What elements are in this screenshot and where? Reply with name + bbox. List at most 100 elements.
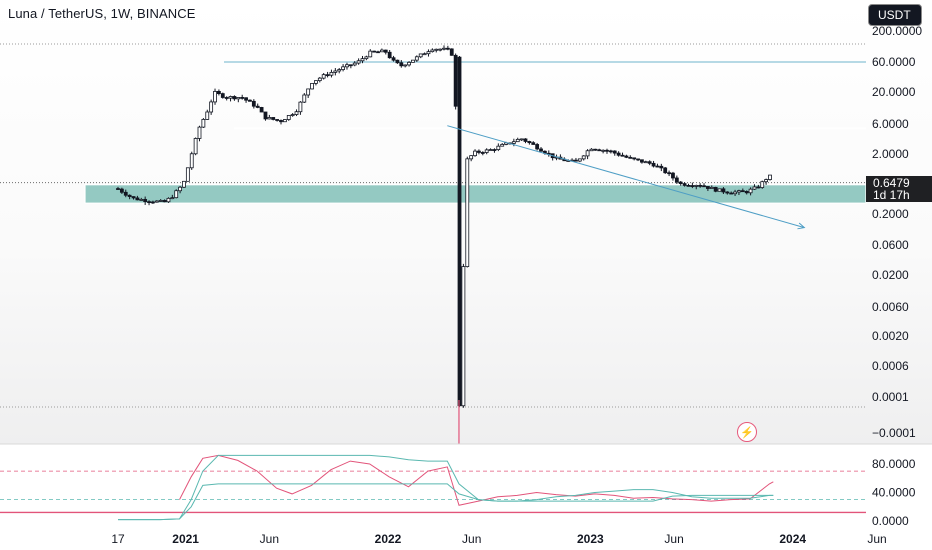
candle-up	[302, 94, 307, 103]
candle-down	[457, 56, 462, 407]
candle-down	[240, 97, 245, 99]
candle-down	[477, 150, 481, 153]
candle-down	[248, 99, 252, 102]
candle-up	[329, 71, 334, 76]
candle-down	[453, 54, 458, 107]
candle-up	[500, 144, 505, 147]
candle-down	[729, 192, 734, 195]
rsi-background	[0, 444, 932, 527]
candle-down	[574, 159, 578, 162]
candle-down	[325, 74, 330, 77]
candle-down	[597, 149, 602, 152]
candle-up	[426, 51, 431, 55]
price-tick-label: 0.0200	[872, 268, 909, 282]
candle-down	[259, 107, 264, 113]
candle-up	[298, 101, 303, 113]
time-tick-label: 2021	[172, 532, 199, 546]
candle-down	[756, 186, 761, 189]
candle-down	[383, 49, 388, 53]
candle-down	[667, 172, 671, 175]
alert-flash-icon[interactable]: ⚡	[737, 422, 757, 442]
candle-down	[271, 117, 276, 120]
price-tick-label: 2.0000	[872, 147, 909, 161]
rsi-series-line	[179, 454, 774, 506]
candle-up	[282, 119, 287, 123]
candle-down	[391, 57, 396, 61]
price-tick-label: 20.0000	[872, 85, 916, 99]
rsi-panel: 80.0000 40.0000 0.0000	[0, 443, 932, 528]
candle-up	[601, 149, 606, 152]
candle-down	[162, 200, 167, 203]
candle-up	[356, 60, 361, 64]
candle-up	[170, 197, 175, 200]
candle-up	[317, 77, 322, 82]
candle-up	[166, 197, 171, 203]
candle-up	[442, 47, 446, 50]
candle-down	[251, 100, 256, 107]
candle-up	[368, 50, 373, 58]
candle-down	[605, 149, 609, 152]
time-axis[interactable]: 17 2021 Jun 2022 Jun 2023 Jun 2024 Jun	[0, 527, 932, 550]
candle-up	[267, 117, 272, 120]
candle-down	[523, 138, 528, 142]
candle-up	[314, 80, 318, 84]
candle-down	[527, 141, 532, 144]
candle-up	[511, 141, 516, 144]
candle-up	[643, 161, 648, 164]
candle-up	[341, 66, 345, 70]
price-tick-label: 0.0600	[872, 238, 909, 252]
candle-down	[636, 158, 640, 161]
candle-down	[663, 167, 668, 174]
candle-down	[255, 105, 260, 108]
price-tick-label: −0.0001	[872, 426, 916, 440]
candle-up	[213, 91, 217, 103]
candle-down	[713, 186, 718, 192]
candle-up	[469, 155, 474, 160]
candle-down	[702, 185, 706, 188]
candle-down	[480, 152, 485, 154]
time-tick-label: Jun	[664, 532, 683, 546]
time-tick-label: Jun	[867, 532, 886, 546]
candle-down	[539, 148, 543, 152]
candle-up	[294, 111, 299, 115]
candle-down	[445, 47, 450, 50]
candle-up	[321, 74, 326, 79]
candle-up	[764, 179, 769, 183]
price-axis[interactable]: 200.0000 60.0000 20.0000 6.0000 2.0000 0.2000…	[872, 24, 922, 440]
rsi-tick-label: 80.0000	[872, 457, 916, 471]
candle-up	[411, 59, 415, 63]
time-tick-label: Jun	[260, 532, 279, 546]
candle-up	[360, 58, 365, 62]
candle-up	[484, 149, 489, 153]
currency-button[interactable]: USDT	[868, 4, 922, 26]
candle-down	[678, 181, 683, 184]
candle-down	[387, 51, 392, 59]
price-tick-label: 0.2000	[872, 207, 909, 221]
candle-up	[585, 150, 590, 157]
last-price-tag: 0.6479 1d 17h	[866, 176, 932, 202]
candle-down	[535, 144, 540, 150]
candle-up	[407, 61, 411, 66]
trendline-line	[447, 125, 805, 229]
candle-up	[236, 97, 241, 100]
candle-down	[395, 59, 400, 64]
candle-down	[593, 148, 598, 151]
candle-down	[217, 91, 221, 95]
candle-up	[717, 188, 722, 192]
time-axis-background	[0, 527, 932, 550]
candle-up	[496, 145, 501, 151]
price-tick-label: 0.0001	[872, 390, 909, 404]
candle-down	[698, 184, 703, 187]
candle-down	[224, 97, 229, 99]
time-tick-label: Jun	[462, 532, 481, 546]
rsi-series-line	[118, 483, 774, 521]
candle-down	[674, 177, 679, 183]
candle-down	[123, 191, 128, 196]
candle-up	[709, 186, 714, 189]
candle-down	[647, 161, 652, 164]
candle-up	[430, 49, 435, 53]
candle-down	[151, 201, 155, 204]
time-tick-label: 2023	[577, 532, 604, 546]
